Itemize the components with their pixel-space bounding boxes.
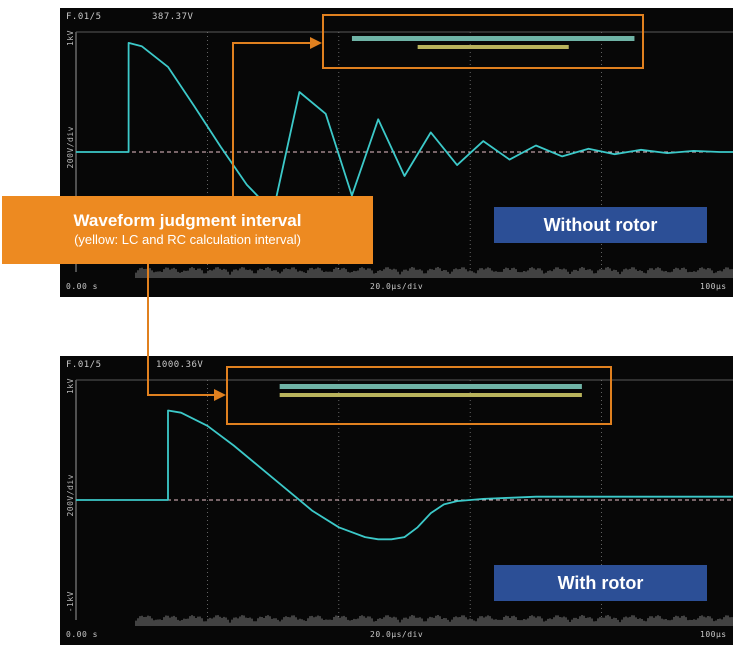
judgment-interval-bar: [279, 384, 582, 389]
noise-floor-trace: [135, 267, 733, 278]
scope-screen-with-rotor: F.01/5 1000.36V 1kV 200V/div -1kV 0.00 s…: [60, 356, 733, 645]
x-start-label: 0.00 s: [66, 282, 98, 291]
channel-label: F.01/5: [66, 360, 102, 370]
noise-floor-trace: [135, 615, 733, 626]
measured-value: 1000.36V: [156, 360, 204, 370]
judgment-interval-bar: [351, 36, 635, 41]
x-scale-label: 20.0μs/div: [370, 630, 424, 639]
calculation-interval-bar: [417, 45, 569, 49]
x-scale-label: 20.0μs/div: [370, 282, 424, 291]
judgment-interval-box-bottom: [226, 366, 612, 425]
waveform-judgment-callout: Waveform judgment interval (yellow: LC a…: [2, 196, 373, 264]
callout-subtitle: (yellow: LC and RC calculation interval): [74, 232, 301, 247]
channel-label: F.01/5: [66, 12, 102, 22]
scope-plot-without-rotor: [75, 31, 733, 278]
callout-title: Waveform judgment interval: [73, 211, 302, 230]
y-scale-label: 200V/div: [66, 126, 75, 169]
waveform-trace: [76, 42, 733, 213]
measured-value: 387.37V: [152, 12, 194, 22]
y-top-label: 1kV: [66, 30, 75, 46]
judgment-interval-box-top: [322, 14, 644, 69]
x-end-label: 100μs: [700, 630, 727, 639]
waveform-trace: [76, 409, 733, 541]
x-start-label: 0.00 s: [66, 630, 98, 639]
without-rotor-badge: Without rotor: [494, 207, 707, 243]
with-rotor-badge: With rotor: [494, 565, 707, 601]
y-scale-label: 200V/div: [66, 474, 75, 517]
x-end-label: 100μs: [700, 282, 727, 291]
y-bottom-label: -1kV: [66, 591, 75, 613]
y-top-label: 1kV: [66, 378, 75, 394]
calculation-interval-bar: [279, 393, 582, 397]
